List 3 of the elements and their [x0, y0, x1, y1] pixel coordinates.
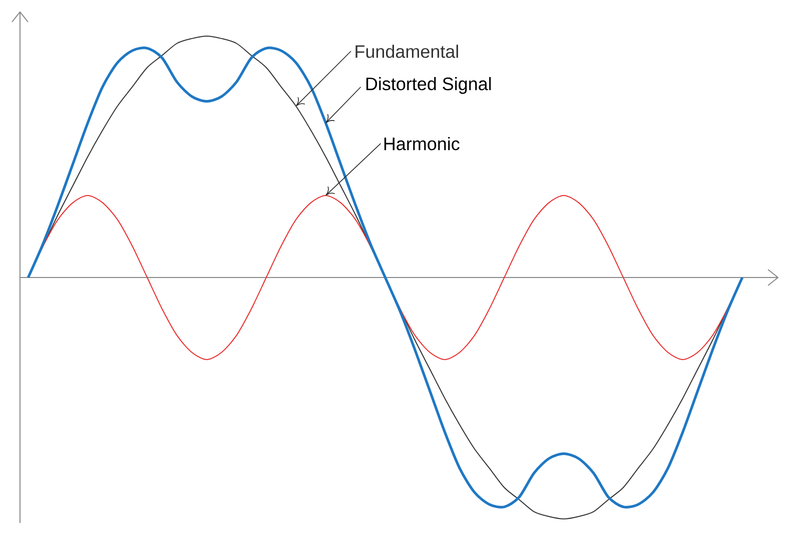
text: Distorted Signal	[366, 77, 491, 94]
text: Harmonic	[384, 137, 460, 150]
text: Fundamental	[356, 44, 458, 58]
